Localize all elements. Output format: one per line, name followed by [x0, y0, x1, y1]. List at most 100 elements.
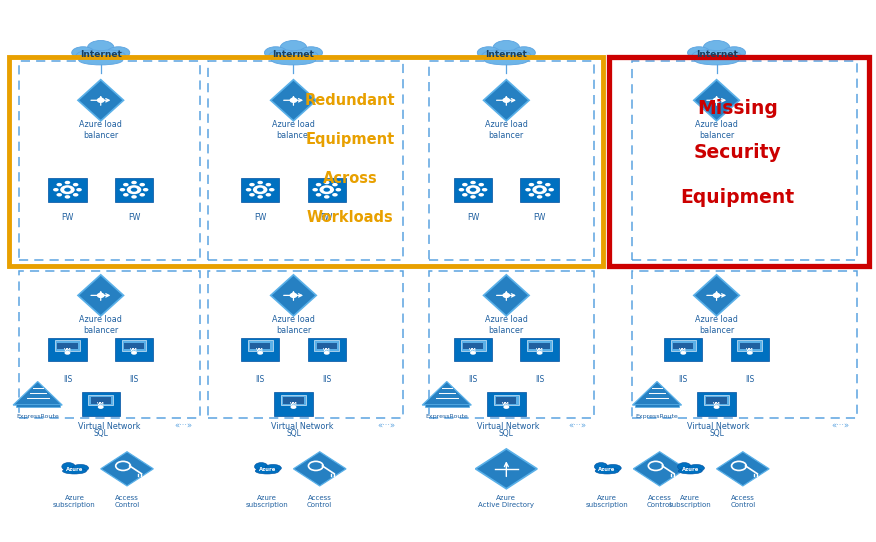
Bar: [609, 57, 869, 266]
Ellipse shape: [595, 462, 608, 470]
Text: Virtual Network: Virtual Network: [271, 422, 334, 430]
Circle shape: [462, 183, 468, 186]
Polygon shape: [101, 452, 153, 486]
Circle shape: [249, 193, 255, 197]
Text: VM: VM: [713, 402, 720, 406]
Ellipse shape: [300, 47, 322, 59]
FancyBboxPatch shape: [673, 343, 694, 349]
Ellipse shape: [499, 50, 531, 61]
FancyBboxPatch shape: [316, 343, 337, 349]
Polygon shape: [484, 275, 529, 316]
FancyBboxPatch shape: [57, 343, 78, 349]
Circle shape: [139, 193, 145, 197]
Ellipse shape: [88, 41, 114, 55]
FancyBboxPatch shape: [520, 178, 559, 202]
Circle shape: [323, 188, 330, 192]
Ellipse shape: [710, 50, 741, 61]
Text: Azure: Azure: [66, 467, 83, 472]
Text: VM: VM: [746, 347, 753, 352]
Text: Access
Control: Access Control: [647, 495, 672, 508]
FancyBboxPatch shape: [307, 178, 346, 202]
Text: ExpressRoute: ExpressRoute: [17, 414, 59, 419]
Text: SQL: SQL: [499, 429, 513, 438]
Polygon shape: [484, 80, 529, 121]
FancyBboxPatch shape: [527, 340, 552, 351]
Ellipse shape: [703, 41, 730, 55]
FancyBboxPatch shape: [704, 395, 729, 405]
Circle shape: [528, 193, 534, 197]
Text: Internet: Internet: [485, 50, 527, 59]
Circle shape: [503, 98, 510, 102]
Polygon shape: [632, 382, 682, 405]
FancyBboxPatch shape: [122, 340, 146, 351]
Polygon shape: [271, 80, 316, 121]
Circle shape: [258, 181, 263, 184]
Circle shape: [470, 351, 476, 354]
Ellipse shape: [265, 464, 281, 472]
Circle shape: [313, 188, 318, 191]
Text: FW: FW: [128, 214, 140, 222]
FancyBboxPatch shape: [706, 397, 727, 403]
FancyBboxPatch shape: [494, 395, 519, 405]
FancyBboxPatch shape: [461, 340, 485, 351]
Bar: [429, 271, 594, 418]
FancyBboxPatch shape: [81, 392, 120, 416]
Text: Azure: Azure: [598, 467, 616, 472]
Circle shape: [56, 183, 62, 186]
Text: Access
Control: Access Control: [115, 495, 139, 508]
Bar: [635, 404, 679, 406]
Polygon shape: [271, 275, 316, 316]
Ellipse shape: [688, 47, 710, 59]
FancyBboxPatch shape: [697, 392, 736, 416]
Circle shape: [253, 185, 267, 194]
Ellipse shape: [62, 468, 87, 474]
Text: Internet: Internet: [696, 50, 738, 59]
Text: IIS: IIS: [535, 375, 544, 384]
Text: Azure
subscription: Azure subscription: [53, 495, 95, 508]
Circle shape: [290, 98, 297, 102]
Circle shape: [290, 293, 297, 298]
Circle shape: [459, 188, 464, 191]
Circle shape: [548, 188, 554, 191]
Text: Azure: Azure: [682, 467, 699, 472]
Circle shape: [320, 185, 334, 194]
Polygon shape: [78, 275, 124, 316]
FancyBboxPatch shape: [248, 340, 272, 351]
FancyBboxPatch shape: [115, 178, 153, 202]
Ellipse shape: [595, 468, 619, 474]
Bar: [19, 271, 200, 418]
Text: Azure
subscription: Azure subscription: [586, 495, 628, 508]
Text: Azure load
balancer: Azure load balancer: [485, 120, 527, 140]
Ellipse shape: [512, 47, 535, 59]
Text: FW: FW: [254, 214, 266, 222]
Text: Azure load
balancer: Azure load balancer: [485, 315, 527, 335]
Bar: [19, 61, 200, 260]
Text: Virtual Network: Virtual Network: [687, 422, 750, 430]
Circle shape: [291, 405, 296, 409]
Ellipse shape: [482, 50, 513, 61]
Circle shape: [97, 98, 104, 102]
Text: «···»: «···»: [174, 422, 193, 430]
Circle shape: [139, 183, 145, 186]
Circle shape: [258, 195, 263, 198]
Circle shape: [64, 188, 71, 192]
Text: VM: VM: [680, 347, 687, 352]
Circle shape: [65, 351, 70, 354]
Text: IIS: IIS: [745, 375, 754, 384]
FancyBboxPatch shape: [48, 338, 87, 362]
Text: Equipment: Equipment: [681, 188, 795, 207]
Polygon shape: [13, 382, 62, 405]
Circle shape: [714, 405, 719, 409]
Ellipse shape: [94, 50, 125, 61]
Text: Azure load
balancer: Azure load balancer: [696, 120, 738, 140]
Ellipse shape: [255, 462, 268, 470]
Bar: [208, 61, 403, 260]
Circle shape: [76, 188, 81, 191]
Text: Internet: Internet: [80, 50, 122, 59]
Text: IIS: IIS: [679, 375, 688, 384]
Text: «···»: «···»: [831, 422, 850, 430]
Bar: [208, 271, 403, 418]
Text: IIS: IIS: [256, 375, 265, 384]
Polygon shape: [694, 275, 739, 316]
Text: VM: VM: [470, 347, 477, 352]
